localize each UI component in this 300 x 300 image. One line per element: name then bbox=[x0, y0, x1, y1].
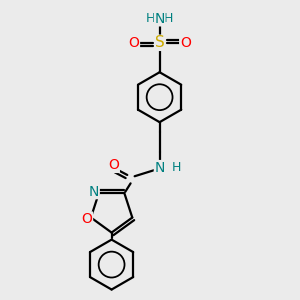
Text: N: N bbox=[154, 12, 165, 26]
Text: H: H bbox=[172, 161, 181, 174]
Text: N: N bbox=[89, 184, 99, 199]
Text: O: O bbox=[129, 36, 140, 50]
Text: O: O bbox=[82, 212, 92, 226]
Text: S: S bbox=[155, 35, 164, 50]
Text: O: O bbox=[108, 158, 119, 172]
Text: H: H bbox=[146, 12, 155, 25]
Text: O: O bbox=[180, 36, 190, 50]
Text: H: H bbox=[164, 12, 173, 25]
Text: N: N bbox=[154, 160, 165, 175]
